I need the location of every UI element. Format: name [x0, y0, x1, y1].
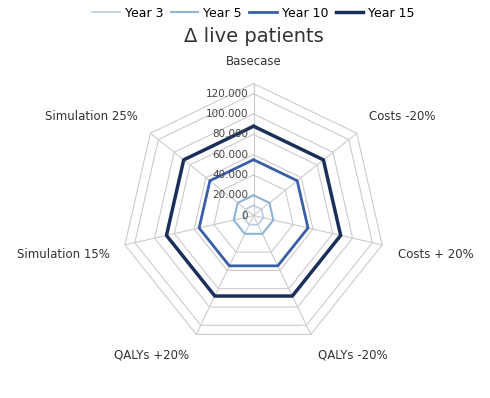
Text: 0: 0 — [242, 211, 248, 220]
Text: 100.000: 100.000 — [206, 109, 248, 119]
Legend: Year 3, Year 5, Year 10, Year 15: Year 3, Year 5, Year 10, Year 15 — [87, 2, 420, 25]
Year 10 — [250, 157, 256, 162]
Text: 60.000: 60.000 — [212, 150, 248, 160]
Line: Year 3: Year 3 — [244, 205, 264, 225]
Year 3 — [241, 215, 246, 220]
Title: Δ live patients: Δ live patients — [184, 27, 323, 46]
Year 15 — [250, 124, 256, 129]
Text: 40.000: 40.000 — [212, 170, 248, 180]
Year 15 — [290, 294, 295, 298]
Year 3 — [261, 215, 267, 220]
Year 10 — [305, 226, 311, 230]
Year 3 — [250, 203, 256, 208]
Year 10 — [275, 263, 281, 268]
Year 15 — [164, 233, 170, 238]
Text: Costs + 20%: Costs + 20% — [398, 248, 473, 261]
Year 10 — [196, 226, 202, 230]
Year 5 — [267, 201, 272, 205]
Year 15 — [212, 294, 218, 298]
Year 15 — [320, 158, 326, 162]
Year 5 — [250, 193, 256, 198]
Line: Year 10: Year 10 — [199, 160, 308, 266]
Year 10 — [226, 263, 232, 268]
Year 5 — [250, 193, 256, 198]
Year 10 — [294, 178, 300, 183]
Text: 20.000: 20.000 — [212, 190, 248, 200]
Year 15 — [181, 158, 187, 162]
Text: Costs -20%: Costs -20% — [369, 110, 436, 123]
Year 15 — [250, 124, 256, 129]
Year 5 — [231, 218, 237, 222]
Year 10 — [250, 157, 256, 162]
Year 3 — [255, 222, 261, 227]
Year 3 — [246, 222, 252, 227]
Year 3 — [243, 207, 248, 212]
Text: QALYs -20%: QALYs -20% — [318, 349, 387, 362]
Year 3 — [259, 207, 265, 212]
Text: Basecase: Basecase — [226, 55, 281, 68]
Text: Simulation 15%: Simulation 15% — [17, 248, 109, 261]
Text: QALYs +20%: QALYs +20% — [114, 349, 190, 362]
Year 5 — [259, 232, 265, 236]
Year 5 — [235, 201, 241, 205]
Year 5 — [242, 232, 247, 236]
Year 10 — [207, 178, 213, 183]
Year 15 — [338, 233, 343, 238]
Text: 80.000: 80.000 — [212, 129, 248, 139]
Year 5 — [270, 218, 276, 222]
Year 3 — [250, 203, 256, 208]
Text: 120.000: 120.000 — [206, 89, 248, 99]
Text: Simulation 25%: Simulation 25% — [45, 110, 138, 123]
Line: Year 15: Year 15 — [167, 126, 341, 296]
Line: Year 5: Year 5 — [234, 195, 273, 234]
